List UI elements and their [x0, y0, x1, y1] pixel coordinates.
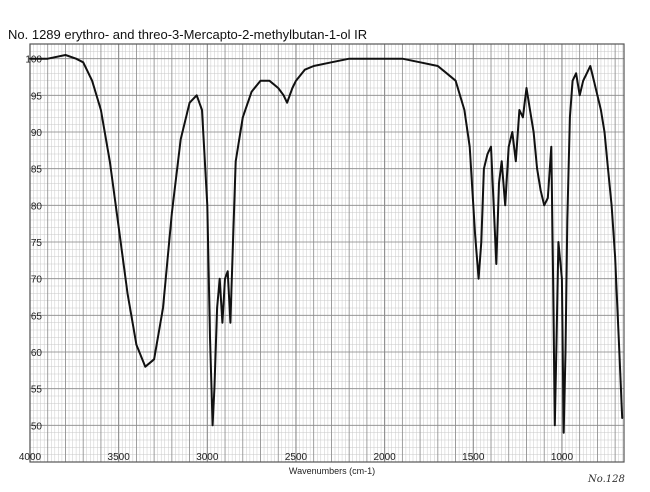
corner-note: No.128 [587, 474, 625, 485]
x-tick-label: 2500 [285, 452, 308, 463]
y-tick-label: 70 [31, 275, 43, 286]
x-axis-ticks: 4000 3500 3000 2500 2000 1500 1000 [19, 452, 574, 463]
y-tick-label: 55 [31, 385, 43, 396]
y-tick-label: 60 [31, 348, 43, 359]
y-tick-label: 80 [31, 201, 43, 212]
plot-background [30, 44, 624, 462]
x-axis-label: Wavenumbers (cm-1) [289, 466, 375, 476]
y-tick-label: 65 [31, 311, 43, 322]
chart-title: No. 1289 erythro- and threo-3-Mercapto-2… [8, 27, 368, 42]
x-tick-label: 1500 [462, 452, 485, 463]
x-tick-label: 2000 [374, 452, 397, 463]
x-tick-label: 4000 [19, 452, 42, 463]
spectrum-line [29, 54, 624, 434]
y-tick-label: 90 [31, 128, 43, 139]
x-tick-label: 3500 [108, 452, 131, 463]
major-grid [29, 44, 624, 462]
y-axis-ticks: 50 55 60 65 70 75 80 85 90 95 100 [25, 55, 42, 433]
plot-border [29, 43, 625, 463]
y-tick-label: 85 [31, 165, 43, 176]
y-tick-label: 50 [31, 421, 43, 432]
y-tick-label: 75 [31, 238, 43, 249]
y-tick-label: 95 [31, 91, 43, 102]
y-tick-label: 100 [25, 55, 42, 66]
x-tick-label: 1000 [551, 452, 574, 463]
x-tick-label: 3000 [196, 452, 219, 463]
